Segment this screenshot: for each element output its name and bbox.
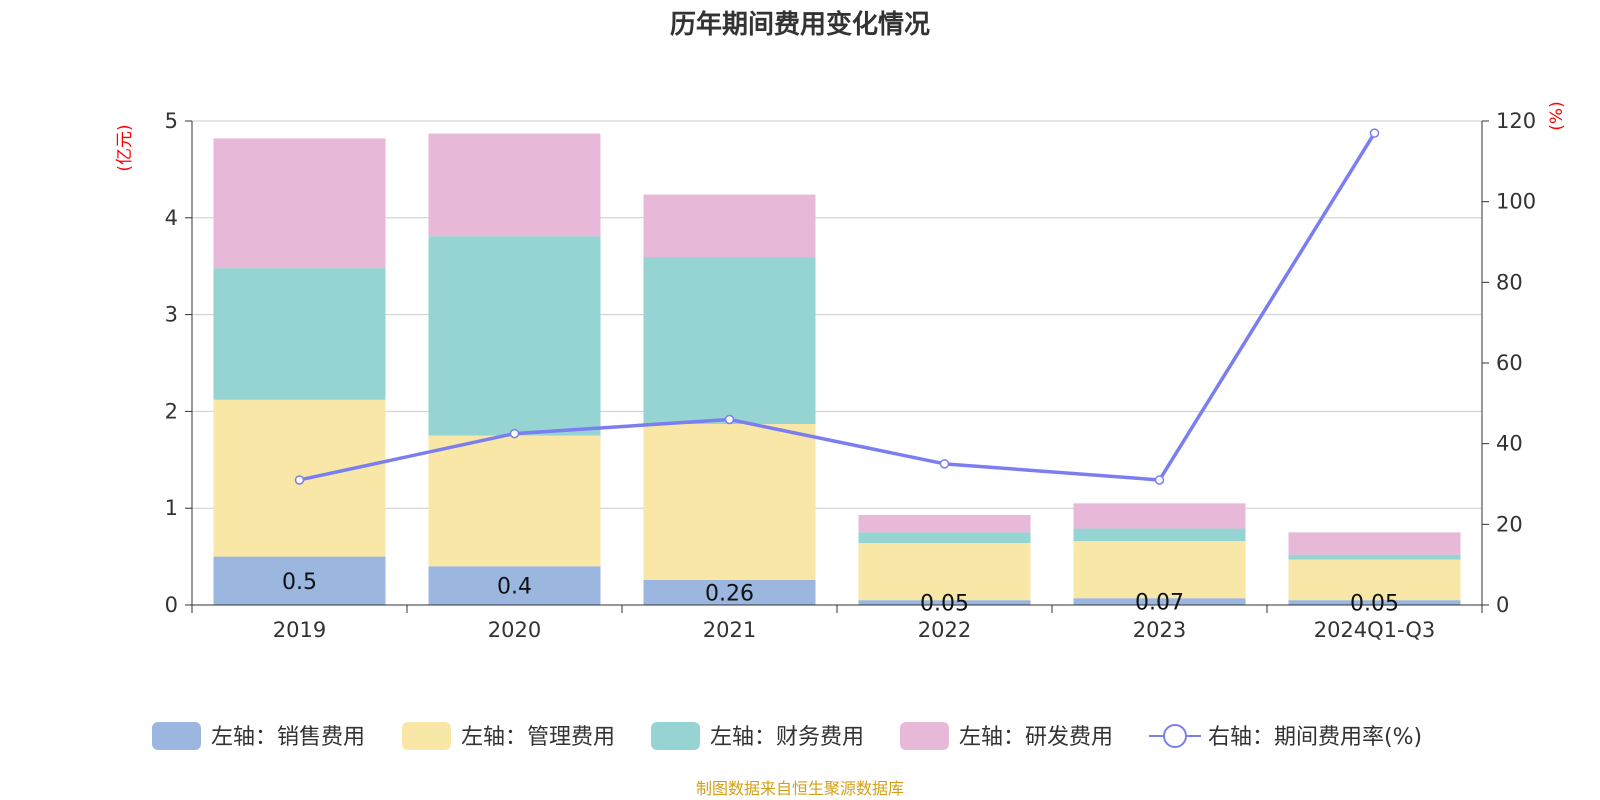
x-tick-label: 2020 <box>488 618 541 642</box>
right-tick-label: 60 <box>1496 351 1523 375</box>
x-tick-label: 2022 <box>918 618 971 642</box>
bar-sales <box>428 566 601 605</box>
x-tick-label: 2021 <box>703 618 756 642</box>
left-tick-label: 5 <box>165 109 178 133</box>
rate-line-path <box>299 132 1376 482</box>
bar-rnd <box>428 133 601 237</box>
data-label-sales: 0.5 <box>282 570 317 595</box>
data-label-sales: 0.26 <box>705 581 754 606</box>
right-tick-label: 120 <box>1496 109 1536 133</box>
chart-title: 历年期间费用变化情况 <box>670 9 930 40</box>
axes: 0 1 2 3 4 5 0 20 40 60 80 100 120 (亿元) (%) 2019 2020 2021… <box>115 101 1567 642</box>
rate-line <box>294 128 1380 485</box>
bar-admin <box>1073 541 1246 599</box>
grid-lines <box>192 120 1482 509</box>
legend-swatch-rnd <box>900 722 949 750</box>
bar-rnd <box>858 514 1031 533</box>
right-tick-label: 80 <box>1496 270 1523 294</box>
rate-point <box>294 475 305 485</box>
bar-finance <box>643 257 816 424</box>
rate-point <box>724 414 735 425</box>
x-tick-label: 2019 <box>273 618 326 642</box>
x-tick-label: 2024Q1-Q3 <box>1314 618 1436 642</box>
data-labels: 0.5 0.4 0.26 0.05 0.07 0.05 <box>282 570 1399 617</box>
data-label-sales: 0.4 <box>497 575 532 600</box>
left-tick-label: 3 <box>165 303 178 327</box>
legend-swatch-marker <box>1163 724 1187 748</box>
bar-admin <box>1288 559 1461 601</box>
rate-point <box>1369 128 1380 138</box>
x-tick-label: 2023 <box>1133 618 1186 642</box>
right-axis-unit: (%) <box>1547 101 1567 130</box>
bar-finance <box>428 236 601 436</box>
legend-label-rnd: 左轴：研发费用 <box>959 725 1113 750</box>
bar-rnd <box>213 138 386 269</box>
right-tick-label: 0 <box>1496 593 1509 617</box>
right-tick-label: 100 <box>1496 190 1536 214</box>
bar-finance <box>213 268 386 400</box>
bar-rnd <box>1288 532 1461 555</box>
bar-sales <box>1288 600 1461 605</box>
bar-finance <box>1073 528 1246 542</box>
rate-point <box>939 459 950 469</box>
data-label-sales: 0.07 <box>1135 591 1184 616</box>
rate-point <box>509 428 520 439</box>
legend-label-rate_line: 右轴：期间费用率(%) <box>1208 725 1422 750</box>
bar-rnd <box>1073 503 1246 529</box>
bar-sales <box>858 600 1031 605</box>
left-tick-label: 4 <box>165 206 178 230</box>
left-tick-label: 1 <box>165 496 178 520</box>
right-tick-label: 40 <box>1496 432 1523 456</box>
bars <box>213 133 1461 605</box>
legend: 左轴：销售费用 左轴：管理费用 左轴：财务费用 左轴：研发费用 右轴：期间费用率(%) <box>152 722 1422 750</box>
left-tick-label: 0 <box>165 593 178 617</box>
legend-label-finance: 左轴：财务费用 <box>710 725 864 750</box>
data-label-sales: 0.05 <box>920 592 969 617</box>
bar-admin <box>428 435 601 567</box>
rate-point <box>1154 475 1165 485</box>
bar-admin <box>858 543 1031 601</box>
bar-sales <box>643 579 816 605</box>
legend-label-sales: 左轴：销售费用 <box>211 725 365 750</box>
legend-label-admin: 左轴：管理费用 <box>461 725 615 750</box>
legend-swatch-sales <box>152 722 201 750</box>
bar-finance <box>1288 554 1461 560</box>
left-tick-label: 2 <box>165 399 178 423</box>
left-axis-unit: (亿元) <box>115 124 135 171</box>
legend-swatch-finance <box>651 722 700 750</box>
right-tick-label: 20 <box>1496 512 1523 536</box>
legend-swatch-admin <box>402 722 451 750</box>
bar-sales <box>1073 598 1246 605</box>
bar-sales <box>213 556 386 605</box>
bar-finance <box>858 532 1031 544</box>
bar-rnd <box>643 194 816 258</box>
source-note: 制图数据来自恒生聚源数据库 <box>696 779 904 798</box>
data-label-sales: 0.05 <box>1350 592 1399 617</box>
bar-admin <box>643 423 816 580</box>
